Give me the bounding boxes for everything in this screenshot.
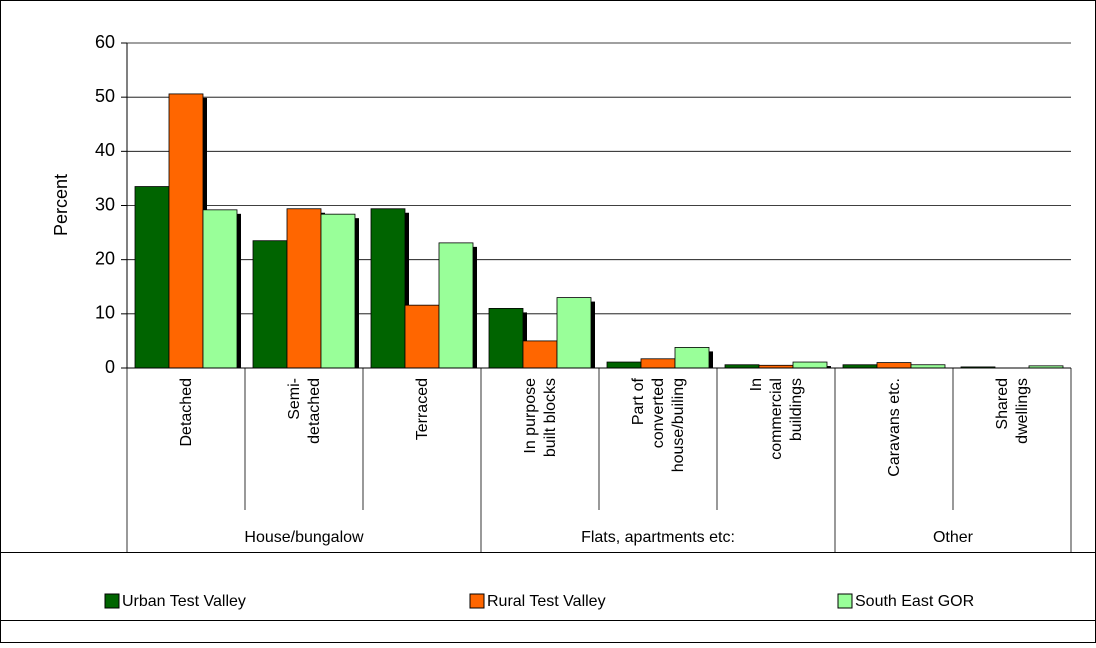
legend-swatch [469,593,485,609]
legend-swatch [104,593,120,609]
group-label: House/bungalow [244,529,364,546]
y-tick-label: 40 [95,140,115,160]
legend-label: Rural Test Valley [487,593,606,610]
x-tick-label: Shared dwellings [994,378,1031,444]
y-axis-label: Percent [51,174,71,236]
legend-label: South East GOR [855,593,974,610]
bar [134,186,170,369]
y-tick-label: 0 [105,357,115,377]
bar [404,304,440,369]
bar [792,361,828,369]
y-tick-label: 20 [95,248,115,268]
y-tick-label: 30 [95,194,115,214]
bar [640,358,676,369]
bar [606,361,642,369]
y-tick-label: 10 [95,303,115,323]
group-label: Flats, apartments etc: [581,529,735,546]
bar [252,240,288,369]
bar [202,209,238,369]
y-tick-label: 50 [95,86,115,106]
bar [488,308,524,369]
bar [438,242,474,369]
group-label: Other [933,529,974,546]
bar [674,347,710,369]
x-tick-label: Caravans etc. [886,378,903,477]
legend-label: Urban Test Valley [122,593,246,610]
legend-swatch [837,593,853,609]
bar [370,208,406,369]
bar [556,297,592,369]
x-tick-label: In commercial buildings [748,378,805,460]
bar [286,208,322,369]
x-tick-label: Semi-detached [286,378,323,444]
x-tick-label: Detached [178,378,195,447]
bar [168,93,204,369]
x-tick-label: Terraced [414,378,431,440]
y-tick-label: 60 [95,32,115,52]
bar [876,362,912,369]
bar [522,340,558,369]
x-tick-label: Part of converted house/builing [630,377,687,472]
bar [320,213,356,369]
x-tick-label: In purpose built blocks [522,378,559,457]
